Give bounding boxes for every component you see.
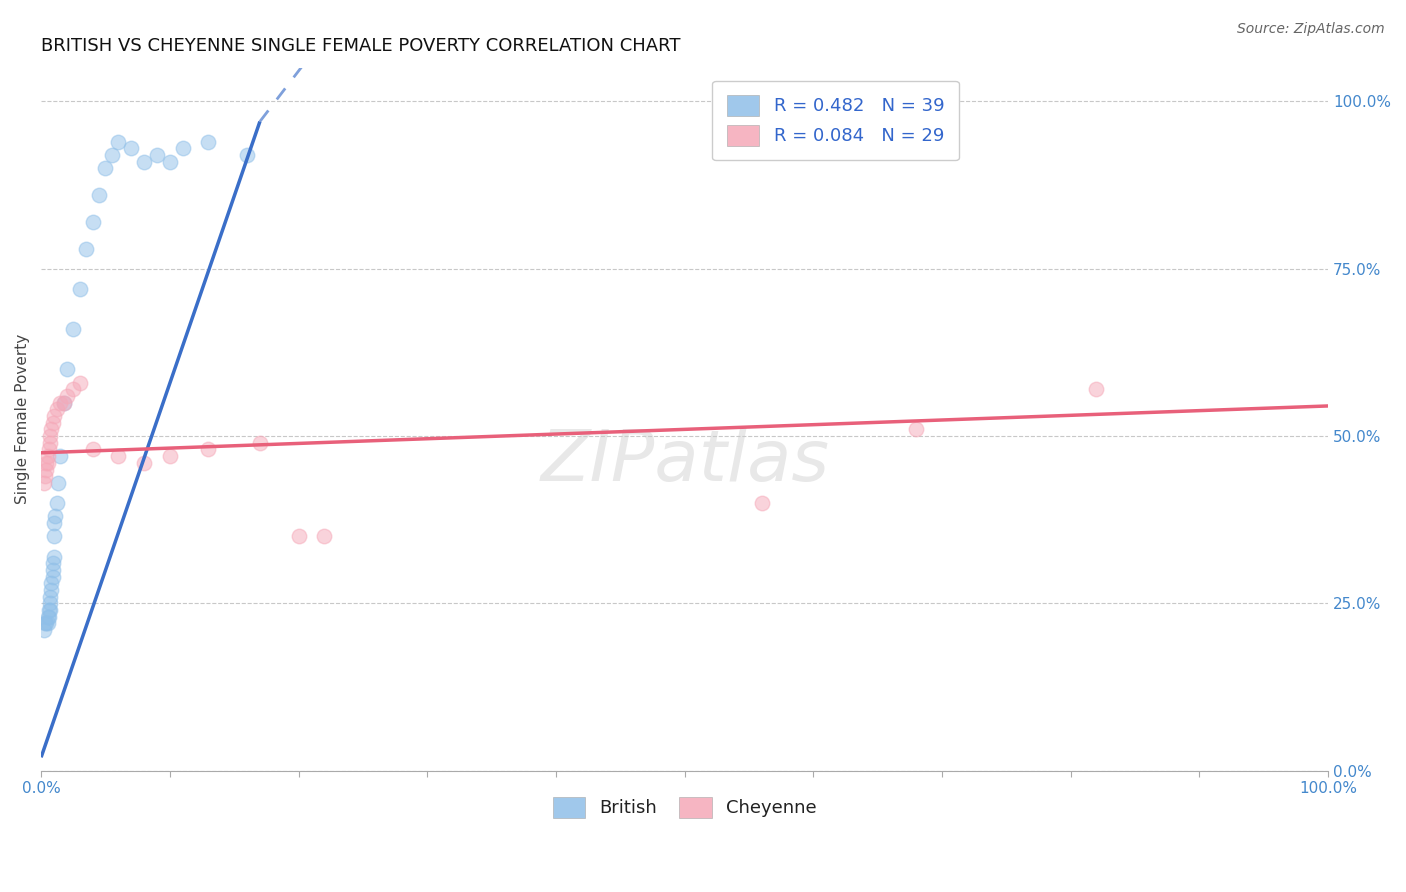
Point — [69, 282, 91, 296]
Point — [62, 382, 84, 396]
Point — [32, 475, 55, 490]
Text: Source: ZipAtlas.com: Source: ZipAtlas.com — [1237, 22, 1385, 37]
Point — [120, 141, 142, 155]
Point — [287, 529, 309, 543]
Point — [751, 496, 773, 510]
Point — [197, 442, 219, 457]
Point — [32, 623, 55, 637]
Point — [42, 516, 65, 530]
Point — [38, 609, 60, 624]
Y-axis label: Single Female Poverty: Single Female Poverty — [15, 334, 30, 505]
Point — [82, 215, 104, 229]
Point — [41, 422, 63, 436]
Point — [107, 135, 129, 149]
Point — [39, 435, 62, 450]
Point — [94, 161, 117, 176]
Point — [35, 616, 58, 631]
Point — [172, 141, 194, 155]
Point — [39, 596, 62, 610]
Point — [197, 135, 219, 149]
Point — [41, 416, 63, 430]
Point — [1085, 382, 1108, 396]
Point — [49, 449, 72, 463]
Point — [146, 148, 169, 162]
Point — [132, 154, 155, 169]
Point — [159, 154, 181, 169]
Point — [38, 442, 60, 457]
Point — [41, 582, 63, 597]
Point — [159, 449, 181, 463]
Point — [905, 422, 928, 436]
Point — [37, 449, 59, 463]
Point — [34, 616, 56, 631]
Point — [41, 576, 63, 591]
Point — [41, 556, 63, 570]
Point — [37, 456, 59, 470]
Point — [314, 529, 336, 543]
Point — [37, 609, 59, 624]
Point — [39, 590, 62, 604]
Point — [35, 462, 58, 476]
Text: ZIPatlas: ZIPatlas — [540, 427, 830, 496]
Point — [87, 188, 110, 202]
Point — [37, 616, 59, 631]
Point — [34, 469, 56, 483]
Point — [62, 322, 84, 336]
Point — [101, 148, 124, 162]
Point — [38, 603, 60, 617]
Point — [41, 569, 63, 583]
Point — [53, 395, 76, 409]
Point — [45, 496, 67, 510]
Point — [46, 475, 69, 490]
Point — [45, 402, 67, 417]
Point — [249, 435, 271, 450]
Point — [41, 563, 63, 577]
Legend: British, Cheyenne: British, Cheyenne — [546, 789, 824, 825]
Text: BRITISH VS CHEYENNE SINGLE FEMALE POVERTY CORRELATION CHART: BRITISH VS CHEYENNE SINGLE FEMALE POVERT… — [41, 37, 681, 55]
Point — [35, 456, 58, 470]
Point — [42, 529, 65, 543]
Point — [53, 395, 76, 409]
Point — [39, 603, 62, 617]
Point — [56, 362, 79, 376]
Point — [42, 549, 65, 564]
Point — [49, 395, 72, 409]
Point — [236, 148, 259, 162]
Point — [69, 376, 91, 390]
Point — [82, 442, 104, 457]
Point — [56, 389, 79, 403]
Point — [42, 409, 65, 423]
Point — [39, 429, 62, 443]
Point — [75, 242, 97, 256]
Point — [132, 456, 155, 470]
Point — [44, 509, 66, 524]
Point — [107, 449, 129, 463]
